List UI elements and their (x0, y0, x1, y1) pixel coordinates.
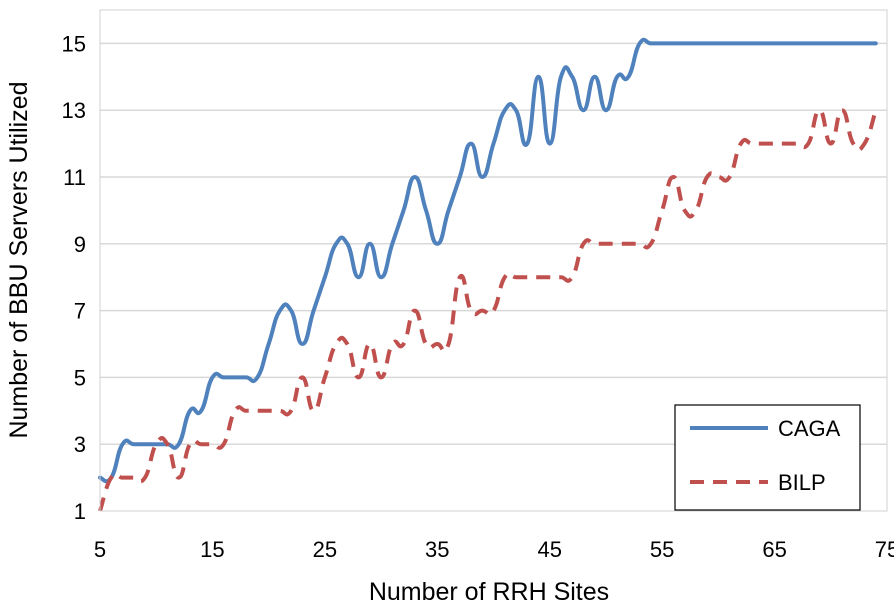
x-tick-label: 15 (200, 537, 224, 562)
legend: CAGA BILP (674, 404, 861, 511)
legend-box (674, 404, 861, 511)
x-tick-label: 5 (94, 537, 106, 562)
x-tick-label: 45 (537, 537, 561, 562)
y-tick-label: 11 (63, 165, 86, 190)
y-tick-label: 7 (74, 299, 86, 324)
legend-label-caga: CAGA (778, 416, 841, 441)
legend-label-bilp: BILP (778, 470, 826, 495)
y-tick-label: 1 (74, 499, 86, 524)
y-tick-label: 13 (62, 98, 86, 123)
gridlines (100, 42, 887, 445)
x-axis-title: Number of RRH Sites (369, 578, 609, 606)
x-tick-label: 55 (650, 537, 674, 562)
x-tick-label: 35 (425, 537, 449, 562)
series-line-caga (98, 37, 878, 484)
plot-area-border (99, 9, 888, 512)
x-tick-label: 65 (762, 537, 786, 562)
x-tick-label: 75 (875, 537, 894, 562)
axes (99, 9, 888, 512)
y-tick-label: 9 (74, 232, 86, 257)
y-tick-label: 5 (74, 365, 86, 390)
series-lines (98, 37, 878, 512)
series-line-bilp (98, 108, 878, 512)
y-axis-title: Number of BBU Servers Utilized (5, 81, 33, 438)
y-tick-label: 3 (74, 432, 86, 457)
y-tick-label: 15 (62, 31, 86, 56)
x-tick-label: 25 (313, 537, 337, 562)
